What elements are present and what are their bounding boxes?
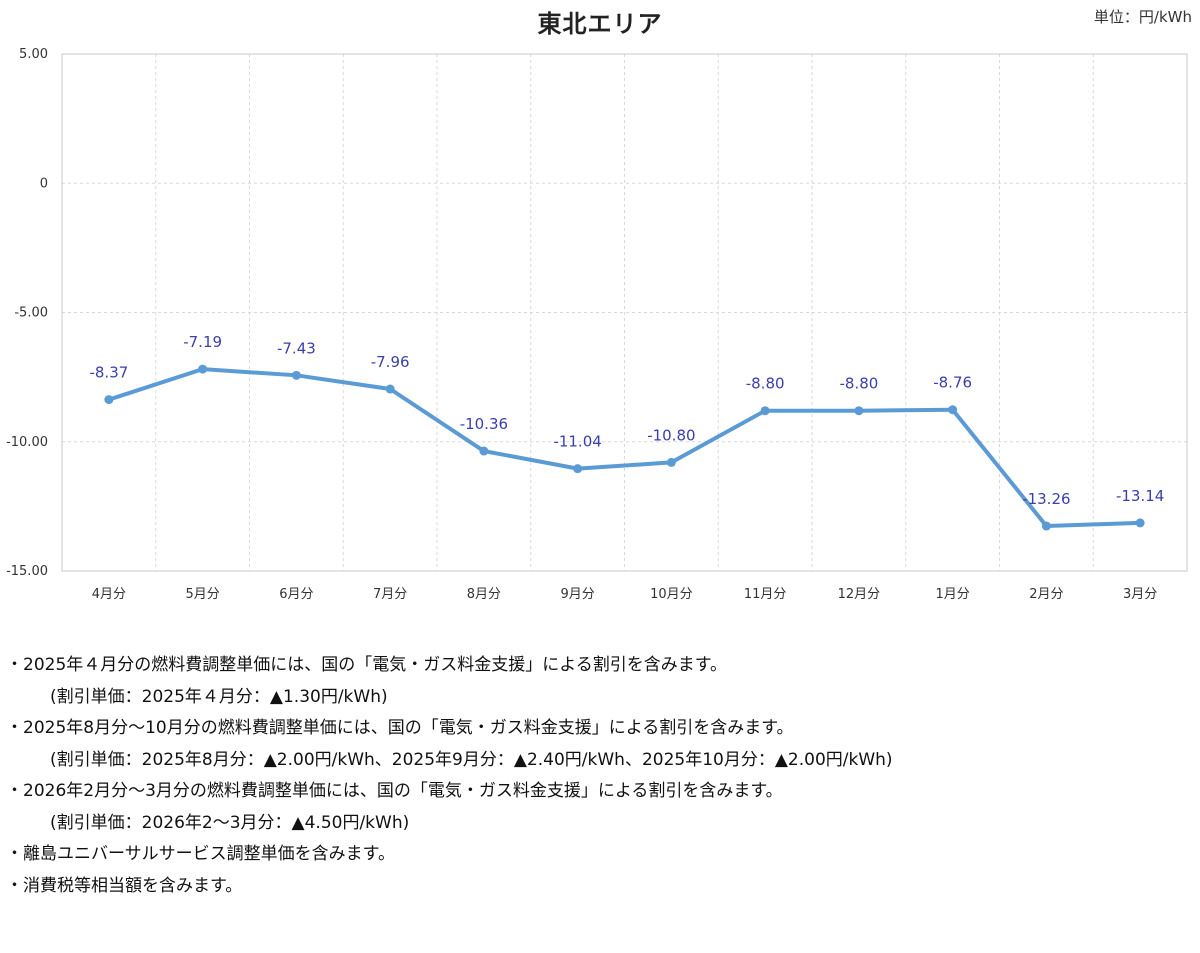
data-point (385, 384, 395, 394)
data-point (291, 370, 301, 380)
y-axis-ticks: 5.00 0 -5.00 -10.00 -15.00 (6, 47, 48, 579)
x-tick-label: 8月分 (467, 587, 501, 602)
y-tick-label: -5.00 (14, 306, 48, 321)
data-point (666, 457, 676, 467)
notes: 2025年４月分の燃料費調整単価には、国の「電気・ガス料金支援」による割引を含み… (6, 650, 893, 902)
x-tick-label: 10月分 (650, 587, 693, 602)
data-point (573, 464, 583, 474)
data-labels: -8.37 -7.19 -7.43 -7.96 -10.36 -11.04 -10.80 -8… (89, 333, 1164, 508)
y-tick-label: -15.00 (6, 564, 48, 579)
x-tick-label: 1月分 (935, 587, 969, 602)
note-item: 2025年8月分～10月分の燃料費調整単価には、国の「電気・ガス料金支援」による… (6, 713, 893, 745)
x-tick-label: 12月分 (838, 587, 881, 602)
x-tick-label: 9月分 (560, 587, 594, 602)
data-label: -7.19 (183, 333, 222, 351)
data-point (479, 446, 489, 456)
y-tick-label: 0 (40, 176, 48, 191)
data-point (1135, 518, 1145, 528)
chart-title: 東北エリア (537, 10, 663, 38)
note-detail: (割引単価：2025年４月分：▲1.30円/kWh) (50, 686, 388, 707)
data-label: -7.43 (277, 339, 316, 357)
note-item: 離島ユニバーサルサービス調整単価を含みます。 (6, 839, 893, 871)
plot-frame (61, 53, 1188, 572)
unit-label: 単位：円/kWh (1093, 8, 1192, 26)
data-point (854, 406, 864, 416)
data-label: -8.37 (89, 364, 128, 382)
series-layer (104, 364, 1145, 531)
data-label: -8.80 (839, 375, 878, 393)
data-label: -10.80 (647, 426, 695, 444)
data-label: -10.36 (460, 415, 508, 433)
data-label: -13.14 (1116, 487, 1164, 505)
series-line (106, 367, 1143, 529)
x-tick-label: 5月分 (185, 587, 219, 602)
note-item: 2026年2月分～3月分の燃料費調整単価には、国の「電気・ガス料金支援」による割… (6, 776, 893, 808)
data-label: -7.96 (371, 353, 410, 371)
x-tick-label: 11月分 (744, 587, 787, 602)
note-item: 2025年４月分の燃料費調整単価には、国の「電気・ガス料金支援」による割引を含み… (6, 650, 893, 682)
data-point (760, 406, 770, 416)
x-tick-label: 2月分 (1029, 587, 1063, 602)
line-chart: 5.00 0 -5.00 -10.00 -15.00 4月分 5月分 6月分 7月分 8月分 9月… (6, 47, 1188, 602)
data-point (1041, 521, 1051, 531)
data-label: -8.76 (933, 374, 972, 392)
note-detail: (割引単価：2026年2～3月分：▲4.50円/kWh) (50, 812, 410, 833)
note-item: 消費税等相当額を含みます。 (6, 871, 893, 903)
data-point (948, 405, 958, 415)
x-tick-label: 7月分 (373, 587, 407, 602)
x-axis-ticks: 4月分 5月分 6月分 7月分 8月分 9月分 10月分 11月分 12月分 1月分 2月分 3月分 (92, 587, 1158, 602)
data-label: -11.04 (553, 433, 601, 451)
x-tick-label: 3月分 (1123, 587, 1157, 602)
data-point (198, 364, 208, 374)
data-label: -8.80 (746, 375, 785, 393)
x-tick-label: 6月分 (279, 587, 313, 602)
data-point (104, 395, 114, 405)
note-detail: (割引単価：2025年8月分：▲2.00円/kWh、2025年9月分：▲2.40… (50, 749, 893, 770)
data-label: -13.26 (1022, 490, 1070, 508)
y-tick-label: -10.00 (6, 435, 48, 450)
y-tick-label: 5.00 (19, 47, 48, 62)
x-tick-label: 4月分 (92, 587, 126, 602)
